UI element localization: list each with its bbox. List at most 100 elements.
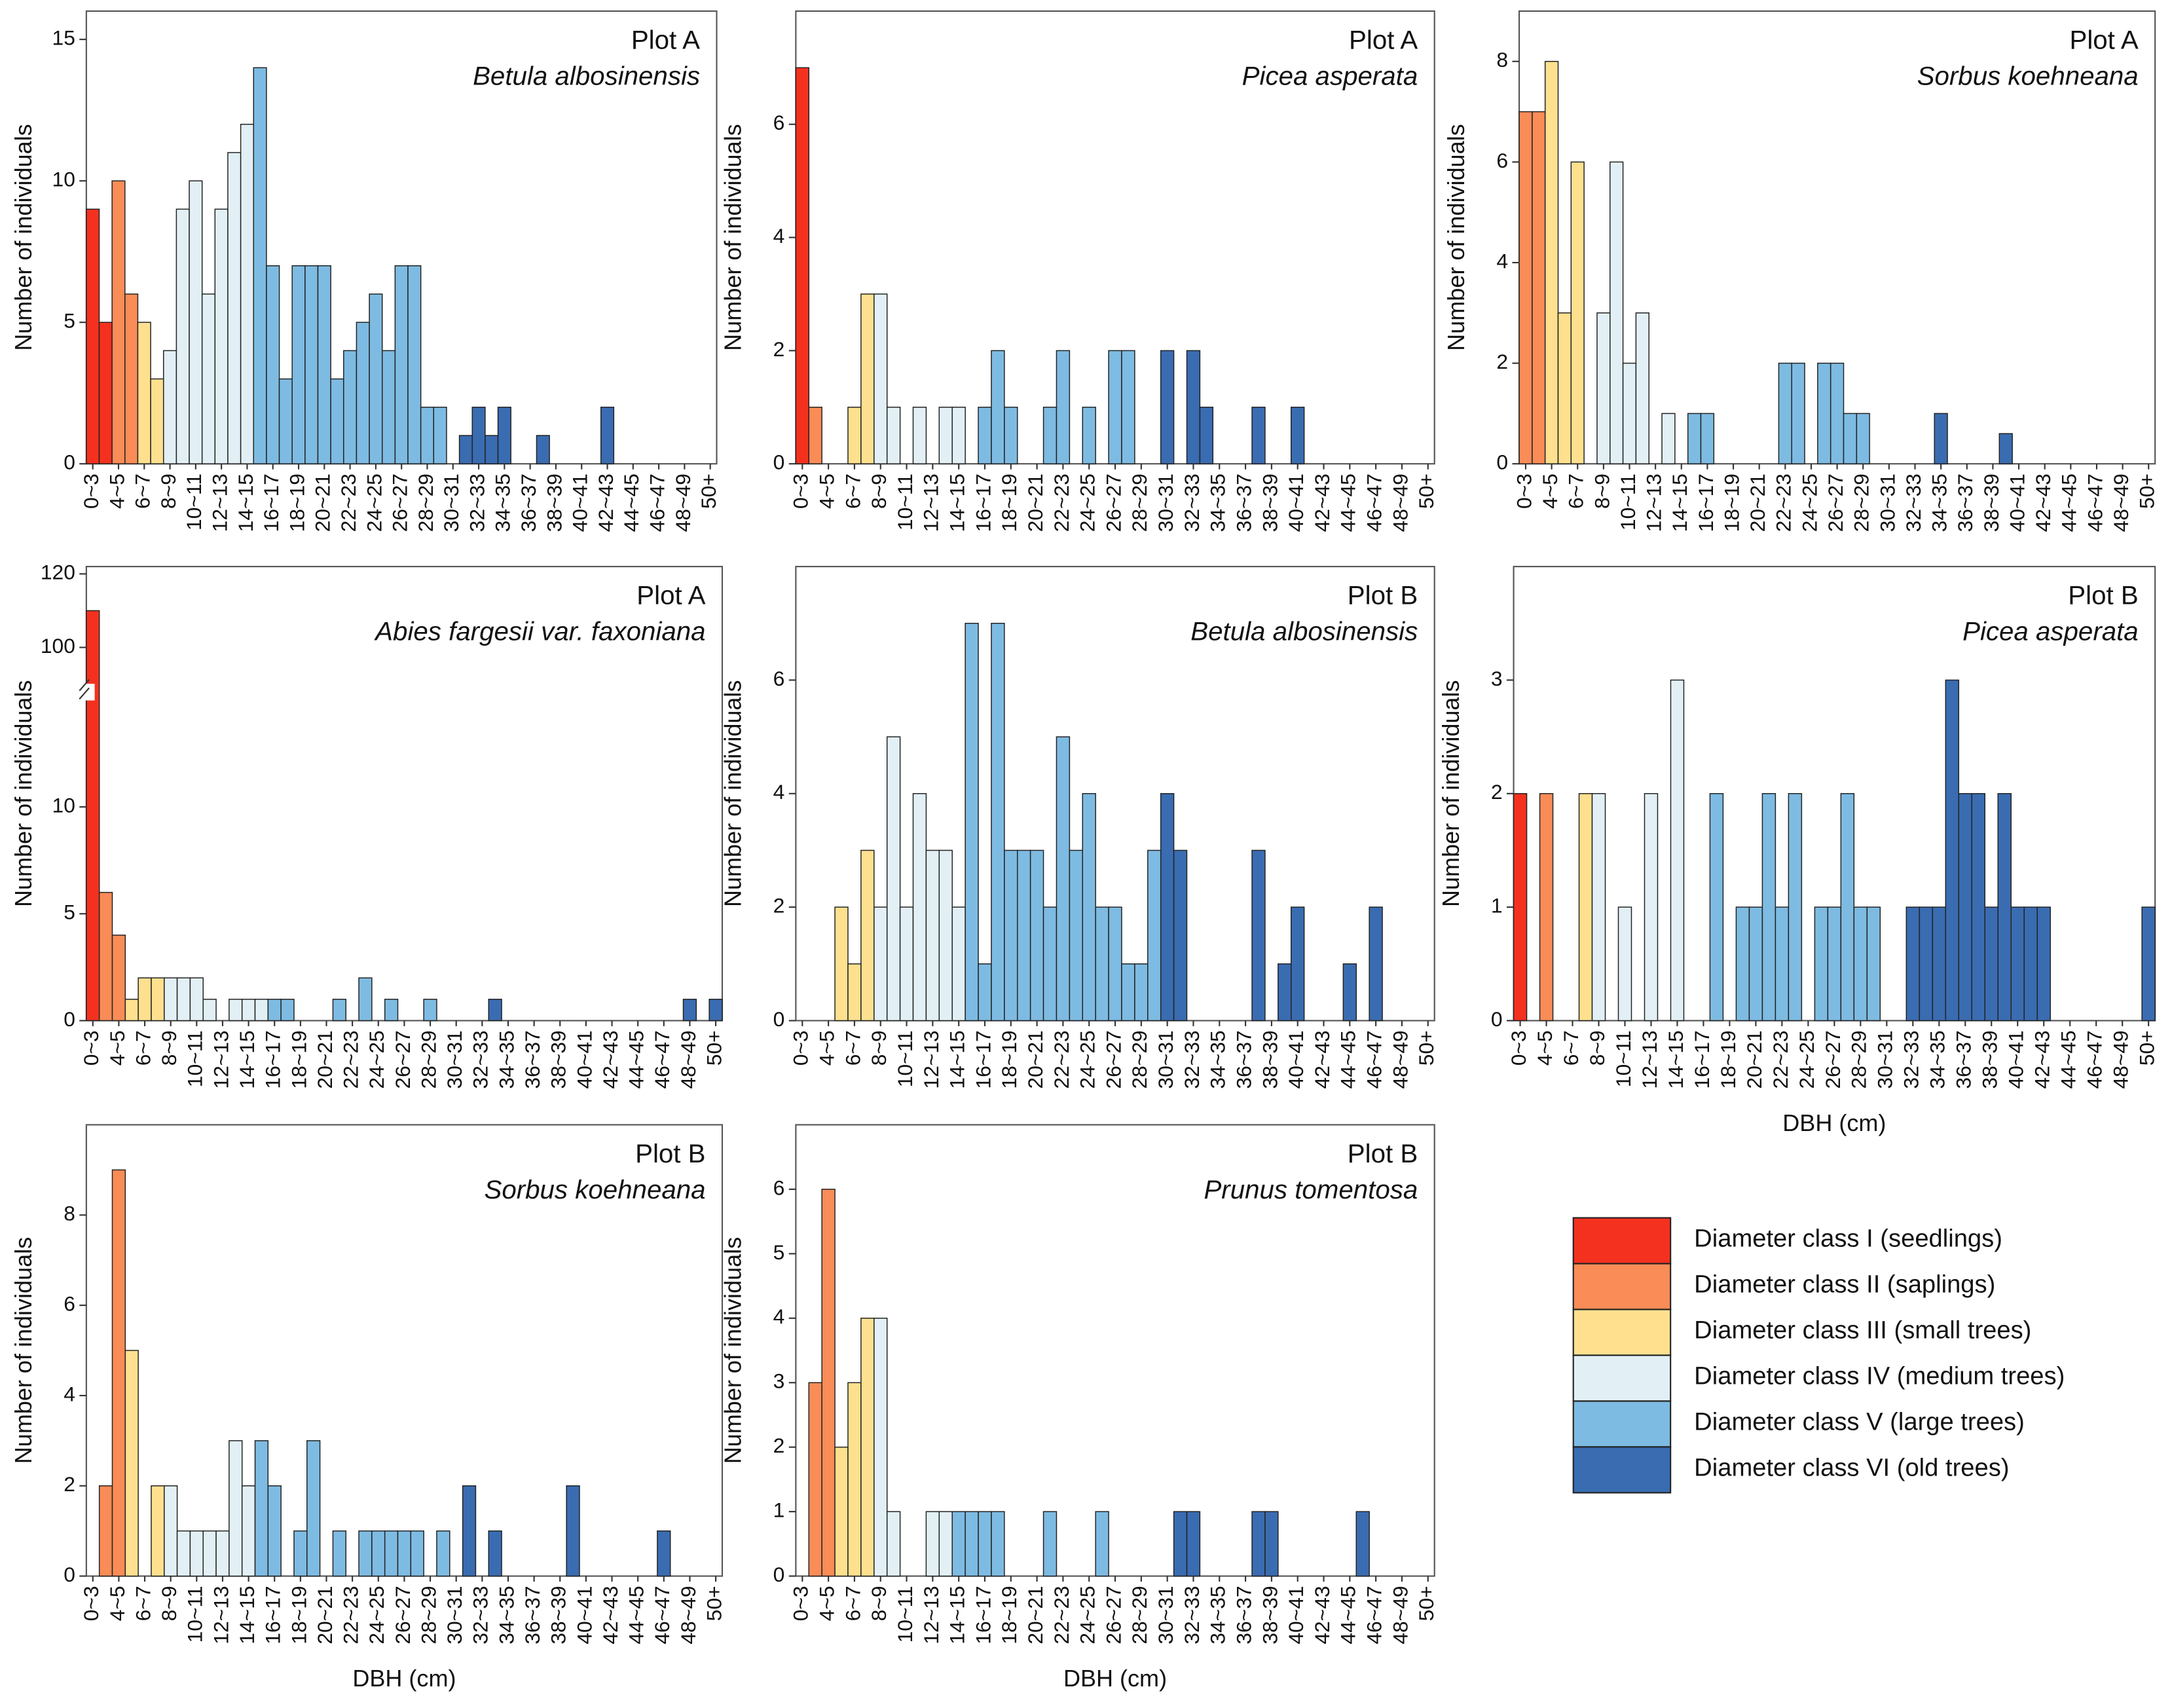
bar — [991, 1511, 1005, 1577]
x-tick-label: 0~3 — [789, 473, 813, 509]
x-tick-label: 48~49 — [2109, 473, 2133, 532]
bar — [899, 906, 914, 1022]
x-tick-label: 46~47 — [1363, 473, 1386, 532]
x-tick-label: 50+ — [2135, 1030, 2159, 1066]
x-tick-label: 44~45 — [625, 1030, 648, 1088]
x-tick-label: 0~3 — [789, 1586, 813, 1621]
x-tick-label: 8~9 — [157, 1586, 181, 1621]
x-tick-label: 28~29 — [414, 473, 437, 532]
x-tick-label: 28~29 — [1847, 1030, 1871, 1088]
y-tick-label: 2 — [773, 894, 785, 918]
y-tick-label: 4 — [773, 1305, 785, 1328]
x-tick-label: 32~33 — [1900, 1030, 1923, 1088]
bar — [1635, 312, 1649, 464]
x-tick-label: 30~31 — [443, 1586, 466, 1644]
bar — [1042, 906, 1058, 1022]
x-tick-label: 30~31 — [1875, 473, 1899, 532]
x-tick-label: 20~21 — [1746, 473, 1769, 532]
bar — [471, 407, 486, 464]
x-tick-label: 50+ — [702, 1030, 726, 1066]
y-tick-label: 0 — [773, 1007, 785, 1031]
y-tick-label: 5 — [64, 900, 75, 924]
bar — [965, 623, 979, 1022]
x-tick-label: 14~15 — [235, 1030, 259, 1088]
x-tick-label: 24~25 — [1076, 1586, 1099, 1644]
bar — [2010, 906, 2025, 1022]
x-tick-label: 12~13 — [1638, 1030, 1661, 1088]
bar — [241, 1485, 256, 1577]
bar — [488, 999, 502, 1022]
y-axis-label: Number of individuals — [1437, 680, 1464, 907]
y-tick-label: 2 — [773, 337, 785, 361]
bar — [925, 1511, 940, 1577]
x-tick-label: 14~15 — [1668, 473, 1691, 532]
bar — [1856, 413, 1870, 464]
bar — [1932, 906, 1947, 1022]
bar — [886, 736, 901, 1022]
bar — [886, 1511, 901, 1577]
bar — [1934, 413, 1948, 464]
bar — [1945, 679, 1960, 1022]
x-tick-label: 14~15 — [946, 473, 969, 532]
x-tick-label: 20~21 — [1023, 1030, 1047, 1088]
legend-swatch — [1572, 1217, 1672, 1265]
bar — [874, 293, 888, 464]
x-tick-label: 4~5 — [105, 473, 128, 509]
x-tick-label: 30~31 — [1154, 473, 1177, 532]
bar — [1108, 350, 1122, 464]
x-tick-label: 38~39 — [542, 473, 566, 532]
legend-swatch — [1572, 1354, 1672, 1402]
bar — [1108, 906, 1122, 1022]
panel-title: Plot B — [2068, 580, 2138, 610]
x-tick-label: 44~45 — [619, 473, 643, 532]
x-tick-label: 14~15 — [235, 1586, 259, 1644]
x-tick-label: 22~23 — [337, 473, 360, 532]
bar — [1004, 407, 1018, 464]
y-axis-label: Number of individuals — [10, 1237, 37, 1464]
bar — [1700, 413, 1715, 464]
bar — [1984, 906, 1998, 1022]
x-tick-label: 46~47 — [1363, 1586, 1386, 1644]
x-tick-label: 18~19 — [287, 1586, 310, 1644]
panel-title: Plot A — [636, 580, 705, 610]
bar — [1186, 350, 1201, 464]
x-tick-label: 0~3 — [1507, 1030, 1530, 1066]
bar — [267, 999, 282, 1022]
bar — [1513, 793, 1528, 1022]
x-tick-label: 12~13 — [1642, 473, 1666, 532]
bar — [1029, 849, 1044, 1022]
x-tick-label: 0~3 — [789, 1030, 813, 1066]
bar — [229, 999, 243, 1022]
bar — [808, 1382, 822, 1577]
bar — [600, 407, 615, 464]
y-tick-label: 0 — [1496, 451, 1508, 474]
x-tick-label: 6~7 — [131, 473, 155, 509]
y-axis-label: Number of individuals — [720, 1237, 746, 1464]
x-tick-label: 36~37 — [1232, 1030, 1255, 1088]
bar — [1827, 906, 1842, 1022]
bar — [343, 350, 358, 464]
x-tick-label: 40~41 — [572, 1030, 596, 1088]
bar — [267, 1485, 282, 1577]
x-tick-label: 4~5 — [815, 473, 839, 509]
x-tick-label: 18~19 — [997, 473, 1021, 532]
x-tick-label: 4~5 — [815, 1586, 839, 1621]
y-tick-label: 0 — [1491, 1007, 1503, 1031]
y-tick-label: 2 — [773, 1434, 785, 1457]
bar — [1761, 793, 1776, 1022]
bar — [410, 1530, 424, 1577]
x-tick-label: 6~7 — [131, 1586, 155, 1621]
x-tick-label: 24~25 — [1076, 473, 1099, 532]
x-tick-label: 34~35 — [1206, 1030, 1230, 1088]
bar — [978, 407, 992, 464]
panel-title: Plot A — [631, 25, 700, 54]
bar — [1134, 963, 1149, 1022]
x-tick-label: 24~25 — [1795, 1030, 1818, 1088]
bar — [1735, 906, 1750, 1022]
bar — [874, 1318, 888, 1577]
x-tick-label: 46~47 — [2083, 1030, 2107, 1088]
x-tick-label: 4~5 — [1533, 1030, 1556, 1066]
panel-subtitle: Abies fargesii var. faxoniana — [374, 617, 705, 646]
bar — [1251, 849, 1266, 1022]
bar — [1532, 111, 1546, 464]
